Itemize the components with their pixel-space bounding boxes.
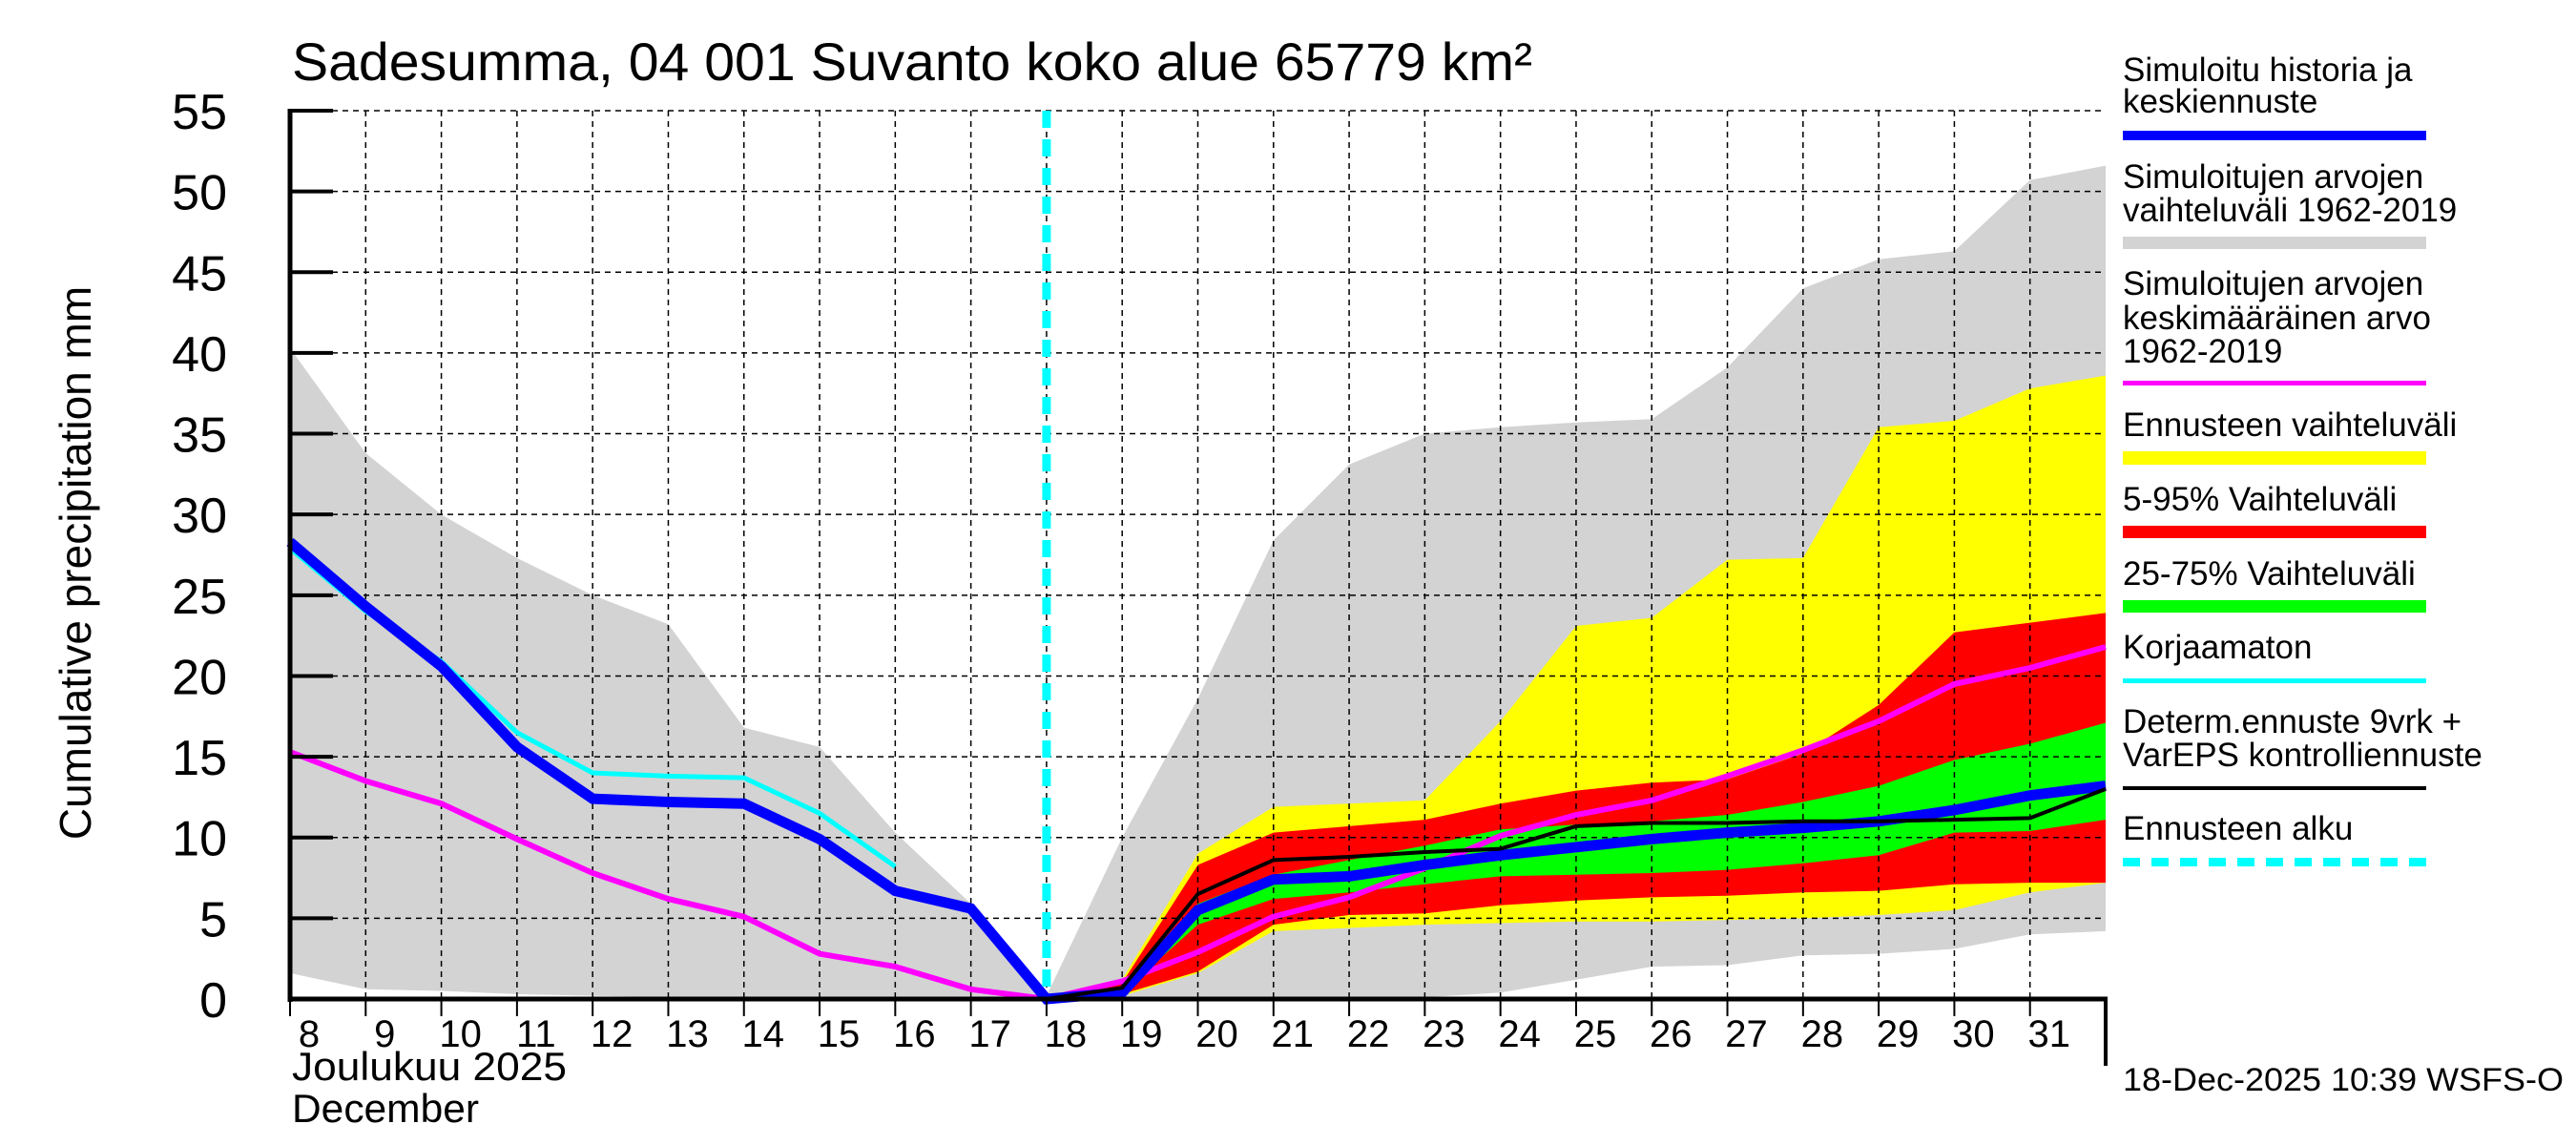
legend-label: Determ.ennuste 9vrk + <box>2123 703 2462 740</box>
y-tick-label: 30 <box>172 489 227 544</box>
x-tick-label: 28 <box>1801 1013 1844 1055</box>
x-tick-label: 17 <box>968 1013 1011 1055</box>
x-tick-label: 29 <box>1877 1013 1920 1055</box>
legend-item-determ: Determ.ennuste 9vrk +VarEPS kontrollienn… <box>2123 703 2483 790</box>
series-layer <box>286 111 2107 1005</box>
sim-mean-line <box>288 644 2107 1003</box>
legend-label: 25-75% Vaihteluväli <box>2123 555 2416 593</box>
x-tick-label: 18 <box>1045 1013 1088 1055</box>
legend-label: Korjaamaton <box>2123 629 2312 666</box>
x-tick-label: 13 <box>666 1013 709 1055</box>
y-tick-label: 0 <box>199 973 227 1029</box>
x-tick-label: 15 <box>818 1013 861 1055</box>
determ-line <box>1046 787 2107 1001</box>
x-tick-label: 25 <box>1574 1013 1617 1055</box>
y-tick-label: 35 <box>172 408 227 464</box>
legend-swatch <box>2123 237 2426 249</box>
chart-title: Sadesumma, 04 001 Suvanto koko alue 6577… <box>292 31 1532 92</box>
y-tick-label: 55 <box>172 85 227 140</box>
legend-swatch <box>2123 131 2426 140</box>
x-tick-label: 22 <box>1347 1013 1390 1055</box>
legend-label: Ennusteen vaihteluväli <box>2123 406 2457 444</box>
x-tick-label: 27 <box>1725 1013 1768 1055</box>
y-tick-label: 40 <box>172 327 227 383</box>
history-line <box>286 537 2107 1005</box>
timestamp: 18-Dec-2025 10:39 WSFS-O <box>2123 1062 2564 1098</box>
y-tick-label: 25 <box>172 570 227 625</box>
legend-swatch <box>2123 526 2426 538</box>
axes-layer <box>287 109 2108 1066</box>
legend-label: vaihteluväli 1962-2019 <box>2123 192 2457 229</box>
legend: Simuloitu historia jakeskiennusteSimuloi… <box>2123 52 2483 866</box>
x-tick-label: 30 <box>1952 1013 1995 1055</box>
x-axis-month-label: Joulukuu 2025 <box>292 1044 567 1089</box>
x-tick-label: 11 <box>516 1013 556 1055</box>
legend-label: VarEPS kontrolliennuste <box>2123 737 2483 774</box>
x-tick-label: 24 <box>1498 1013 1541 1055</box>
legend-label: keskimääräinen arvo <box>2123 300 2431 337</box>
y-tick-label: 45 <box>172 246 227 302</box>
x-tick-label: 12 <box>591 1013 634 1055</box>
y-tick-labels: 0 5 10 15 20 25 30 35 40 45 50 55 <box>172 85 227 1029</box>
legend-swatch <box>2123 451 2426 465</box>
legend-item-p25-75: 25-75% Vaihteluväli <box>2123 555 2426 613</box>
y-tick-label: 5 <box>199 892 227 947</box>
x-tick-label: 23 <box>1423 1013 1465 1055</box>
x-tick-label: 31 <box>2027 1013 2070 1055</box>
y-tick-label: 15 <box>172 731 227 786</box>
legend-swatch <box>2123 786 2426 790</box>
x-tick-label: 16 <box>893 1013 936 1055</box>
x-tick-labels: 8 9 10 11 12 13 14 15 16 17 18 19 20 21 22 23 24 25 26 27 28… <box>299 1013 2070 1055</box>
legend-item-p5-95: 5-95% Vaihteluväli <box>2123 481 2426 538</box>
x-tick-label: 10 <box>439 1013 482 1055</box>
legend-label: Simuloitu historia ja <box>2123 52 2413 89</box>
legend-item-uncorrected: Korjaamaton <box>2123 629 2426 683</box>
x-axis-month-label-en: December <box>292 1086 479 1131</box>
y-tick-label: 10 <box>172 812 227 867</box>
legend-item-forecast-start: Ennusteen alku <box>2123 810 2426 866</box>
x-tick-label: 19 <box>1120 1013 1163 1055</box>
legend-swatch <box>2123 600 2426 613</box>
x-tick-label: 9 <box>374 1013 395 1055</box>
x-tick-label: 14 <box>742 1013 785 1055</box>
legend-label: Simuloitujen arvojen <box>2123 158 2423 196</box>
legend-item-forecast-range: Ennusteen vaihteluväli <box>2123 406 2457 465</box>
y-axis-label: Cumulative precipitation mm <box>51 286 100 840</box>
legend-label: 5-95% Vaihteluväli <box>2123 481 2397 518</box>
x-tick-label: 20 <box>1195 1013 1238 1055</box>
x-tick-label: 8 <box>299 1013 320 1055</box>
legend-swatch <box>2123 678 2426 683</box>
x-tick-label: 21 <box>1272 1013 1315 1055</box>
legend-label: Simuloitujen arvojen <box>2123 265 2423 302</box>
legend-label: keskiennuste <box>2123 83 2317 120</box>
y-tick-label: 20 <box>172 650 227 705</box>
x-tick-label: 26 <box>1650 1013 1693 1055</box>
legend-swatch <box>2123 381 2426 385</box>
legend-label: Ennusteen alku <box>2123 810 2353 847</box>
y-tick-label: 50 <box>172 166 227 221</box>
legend-label: 1962-2019 <box>2123 333 2282 370</box>
